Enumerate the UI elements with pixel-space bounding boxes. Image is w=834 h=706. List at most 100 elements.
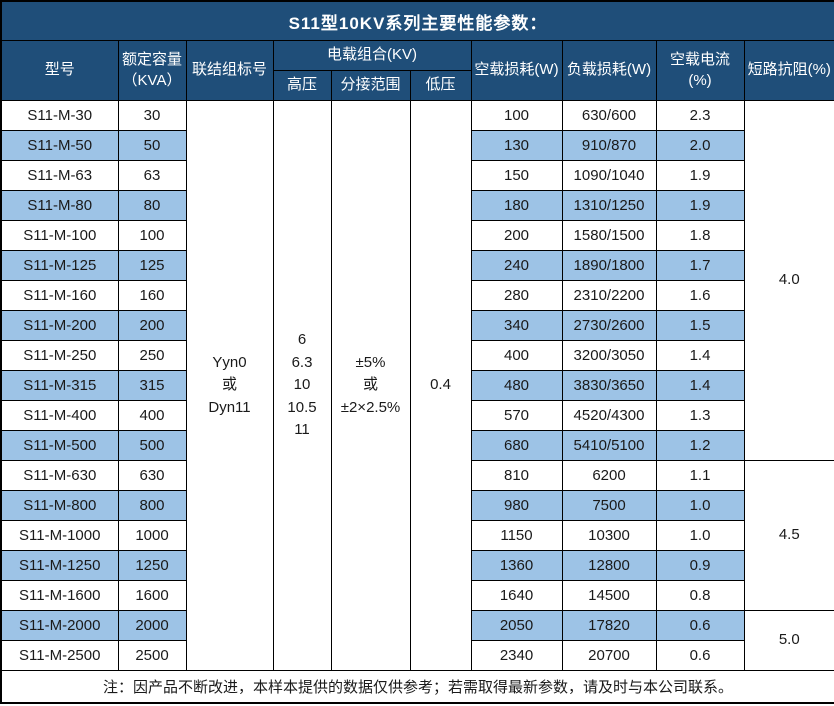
kva-cell: 1000 bbox=[117, 520, 187, 551]
kva-cell: 800 bbox=[117, 490, 187, 521]
table-row: S11-M-1250 1250 1360 12800 0.9 bbox=[0, 550, 834, 581]
header-connection: 联结组标号 bbox=[185, 40, 274, 101]
no-load-loss-cell: 1150 bbox=[470, 520, 563, 551]
load-loss-cell: 4520/4300 bbox=[561, 400, 657, 431]
load-loss-cell: 910/870 bbox=[561, 130, 657, 161]
load-loss-cell: 2730/2600 bbox=[561, 310, 657, 341]
no-load-loss-cell: 680 bbox=[470, 430, 563, 461]
no-load-loss-cell: 1640 bbox=[470, 580, 563, 611]
no-load-current-cell: 0.9 bbox=[655, 550, 745, 581]
table-row: S11-M-63 63 150 1090/1040 1.9 bbox=[0, 160, 834, 191]
load-loss-cell: 1090/1040 bbox=[561, 160, 657, 191]
load-loss-cell: 17820 bbox=[561, 610, 657, 641]
model-cell: S11-M-500 bbox=[0, 430, 119, 461]
table-row: S11-M-800 800 980 7500 1.0 bbox=[0, 490, 834, 521]
lv-cell: 0.4 bbox=[409, 100, 472, 671]
kva-cell: 630 bbox=[117, 460, 187, 491]
table-row: S11-M-30 30 Yyn0 或 Dyn11 6 6.3 10 10.5 11 ±5… bbox=[0, 100, 834, 671]
model-cell: S11-M-630 bbox=[0, 460, 119, 491]
header-row-sub: 高压 分接范围 低压 bbox=[1, 70, 834, 101]
kva-cell: 63 bbox=[117, 160, 187, 191]
load-loss-cell: 10300 bbox=[561, 520, 657, 551]
kva-cell: 125 bbox=[117, 250, 187, 281]
table-row: S11-M-100 100 200 1580/1500 1.8 bbox=[0, 220, 834, 251]
model-cell: S11-M-160 bbox=[0, 280, 119, 311]
model-cell: S11-M-250 bbox=[0, 340, 119, 371]
model-cell: S11-M-1000 bbox=[0, 520, 119, 551]
no-load-current-cell: 1.4 bbox=[655, 370, 745, 401]
table-row: S11-M-500 500 680 5410/5100 1.2 bbox=[0, 430, 834, 461]
kva-cell: 250 bbox=[117, 340, 187, 371]
load-loss-cell: 7500 bbox=[561, 490, 657, 521]
no-load-current-cell: 2.0 bbox=[655, 130, 745, 161]
no-load-loss-cell: 100 bbox=[470, 100, 563, 131]
no-load-current-cell: 1.2 bbox=[655, 430, 745, 461]
no-load-current-cell: 2.3 bbox=[655, 100, 745, 131]
kva-cell: 2500 bbox=[117, 640, 187, 671]
table-footer: 注：因产品不断改进，本样本提供的数据仅供参考；若需取得最新参数，请及时与本公司联… bbox=[0, 670, 834, 704]
load-loss-cell: 5410/5100 bbox=[561, 430, 657, 461]
no-load-current-cell: 1.9 bbox=[655, 190, 745, 221]
load-loss-cell: 2310/2200 bbox=[561, 280, 657, 311]
no-load-current-cell: 0.6 bbox=[655, 610, 745, 641]
connection-cell: Yyn0 或 Dyn11 bbox=[185, 100, 274, 671]
header-tap-range: 分接范围 bbox=[330, 70, 411, 101]
model-cell: S11-M-30 bbox=[0, 100, 119, 131]
kva-cell: 2000 bbox=[117, 610, 187, 641]
table-row: S11-M-2500 2500 2340 20700 0.6 bbox=[0, 640, 834, 671]
table-row: S11-M-160 160 280 2310/2200 1.6 bbox=[0, 280, 834, 311]
model-cell: S11-M-315 bbox=[0, 370, 119, 401]
header-no-load-current: 空载电流(%) bbox=[655, 40, 745, 101]
no-load-loss-cell: 280 bbox=[470, 280, 563, 311]
load-loss-cell: 6200 bbox=[561, 460, 657, 491]
model-cell: S11-M-2000 bbox=[0, 610, 119, 641]
model-cell: S11-M-50 bbox=[0, 130, 119, 161]
no-load-current-cell: 1.4 bbox=[655, 340, 745, 371]
table-body: S11-M-30 30 Yyn0 或 Dyn11 6 6.3 10 10.5 11 ±5… bbox=[0, 100, 834, 671]
no-load-loss-cell: 400 bbox=[470, 340, 563, 371]
table-row: S11-M-630 630 810 6200 1.1 4.5 bbox=[0, 460, 834, 611]
model-cell: S11-M-100 bbox=[0, 220, 119, 251]
no-load-current-cell: 1.9 bbox=[655, 160, 745, 191]
table-row: S11-M-200 200 340 2730/2600 1.5 bbox=[0, 310, 834, 341]
no-load-loss-cell: 2340 bbox=[470, 640, 563, 671]
load-loss-cell: 1580/1500 bbox=[561, 220, 657, 251]
no-load-loss-cell: 180 bbox=[470, 190, 563, 221]
impedance-cell: 4.0 bbox=[743, 100, 834, 461]
model-cell: S11-M-63 bbox=[0, 160, 119, 191]
load-loss-cell: 3200/3050 bbox=[561, 340, 657, 371]
model-cell: S11-M-1250 bbox=[0, 550, 119, 581]
kva-cell: 400 bbox=[117, 400, 187, 431]
header-impedance: 短路抗阻(%) bbox=[743, 40, 834, 101]
table-header: S11型10KV系列主要性能参数： 型号 额定容量 （KVA） 联结组标号 电载… bbox=[0, 0, 834, 101]
kva-cell: 200 bbox=[117, 310, 187, 341]
header-voltage-group: 电载组合(KV) bbox=[272, 40, 472, 71]
no-load-current-cell: 1.3 bbox=[655, 400, 745, 431]
load-loss-cell: 1310/1250 bbox=[561, 190, 657, 221]
kva-cell: 80 bbox=[117, 190, 187, 221]
kva-cell: 1250 bbox=[117, 550, 187, 581]
header-row-top: 型号 额定容量 （KVA） 联结组标号 电载组合(KV) 空载损耗(W) 负载损… bbox=[0, 40, 834, 101]
no-load-current-cell: 0.8 bbox=[655, 580, 745, 611]
hv-cell: 6 6.3 10 10.5 11 bbox=[272, 100, 332, 671]
load-loss-cell: 20700 bbox=[561, 640, 657, 671]
table-row: S11-M-80 80 180 1310/1250 1.9 bbox=[0, 190, 834, 221]
table-title: S11型10KV系列主要性能参数： bbox=[0, 0, 834, 41]
table-row: S11-M-315 315 480 3830/3650 1.4 bbox=[0, 370, 834, 401]
table-row: S11-M-125 125 240 1890/1800 1.7 bbox=[0, 250, 834, 281]
model-cell: S11-M-800 bbox=[0, 490, 119, 521]
model-cell: S11-M-1600 bbox=[0, 580, 119, 611]
no-load-current-cell: 0.6 bbox=[655, 640, 745, 671]
model-cell: S11-M-80 bbox=[0, 190, 119, 221]
header-hv: 高压 bbox=[272, 70, 332, 101]
no-load-loss-cell: 980 bbox=[470, 490, 563, 521]
no-load-current-cell: 1.8 bbox=[655, 220, 745, 251]
load-loss-cell: 14500 bbox=[561, 580, 657, 611]
no-load-loss-cell: 200 bbox=[470, 220, 563, 251]
no-load-loss-cell: 340 bbox=[470, 310, 563, 341]
no-load-loss-cell: 240 bbox=[470, 250, 563, 281]
no-load-loss-cell: 570 bbox=[470, 400, 563, 431]
model-cell: S11-M-200 bbox=[0, 310, 119, 341]
